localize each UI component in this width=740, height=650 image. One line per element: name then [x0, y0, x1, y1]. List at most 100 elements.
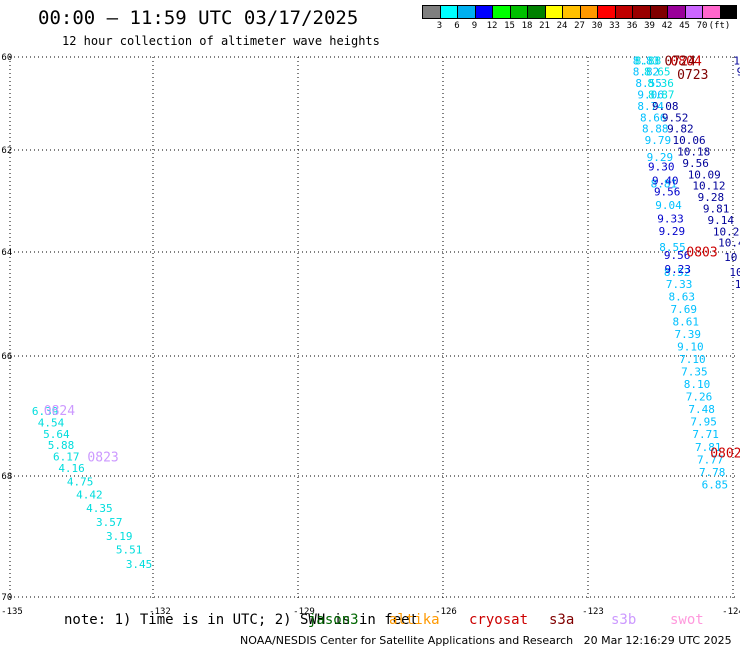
colorbar-label: 39: [644, 21, 655, 31]
chart-subtitle: 12 hour collection of altimeter wave hei…: [62, 34, 380, 48]
wave-height-value: 7.10: [679, 353, 706, 366]
pass-time-label: 0802: [710, 446, 740, 461]
colorbar-swatch: [667, 5, 685, 19]
x-tick-label: -135: [1, 607, 23, 617]
colorbar-swatch: [632, 5, 650, 19]
colorbar-label: 6: [454, 21, 460, 31]
colorbar-label: 18: [521, 21, 533, 31]
wave-height-value: 9.23: [665, 263, 692, 276]
colorbar-swatch: [649, 5, 667, 19]
wave-height-value: 4.16: [58, 462, 85, 475]
wave-height-value: 7.26: [686, 390, 713, 403]
colorbar-swatch: [509, 5, 527, 19]
x-tick-label: -123: [582, 607, 604, 617]
wave-height-value: 10.18: [677, 145, 710, 158]
y-tick-label: -70: [0, 593, 12, 603]
wave-height-value: 9.52: [662, 111, 689, 124]
y-tick-label: -60: [0, 53, 12, 63]
wave-height-value: 7.35: [681, 365, 708, 378]
colorbar-swatch: [562, 5, 580, 19]
wave-height-value: 8.55: [659, 241, 686, 254]
wave-height-value: 7.33: [666, 278, 693, 291]
colorbar-swatch: [597, 5, 615, 19]
colorbar-label: (ft): [708, 21, 731, 31]
x-tick-label: -126: [435, 607, 457, 617]
wave-height-value: 9.28: [698, 191, 725, 204]
wave-height-value: 9.79: [645, 134, 672, 147]
pass-time-label: 0804: [670, 54, 701, 69]
wave-height-value: 7.95: [690, 415, 717, 428]
y-tick-label: -64: [0, 248, 12, 258]
colorbar-label: 27: [574, 21, 585, 31]
wave-height-value: 7.78: [699, 466, 726, 479]
footnote: note: 1) Time is in UTC; 2) SWH is in fe…: [64, 612, 419, 628]
colorbar-label: 33: [609, 21, 620, 31]
wave-height-value: 7.48: [688, 403, 715, 416]
wave-height-value: 3.57: [96, 516, 123, 529]
wave-height-value: 10.55: [733, 54, 740, 67]
colorbar-label: 70: [696, 21, 708, 31]
colorbar-swatch: [614, 5, 632, 19]
colorbar-label: 24: [556, 21, 568, 31]
pass-time-label: 0823: [87, 451, 118, 466]
wave-height-value: 9.04: [655, 199, 682, 212]
credit-line: NOAA/NESDIS Center for Satellite Applica…: [240, 634, 732, 647]
colorbar: [422, 5, 737, 19]
wave-height-value: 8.81: [651, 178, 678, 191]
wave-height-value: 7.71: [692, 428, 719, 441]
wave-height-value: 9.56: [664, 249, 691, 262]
colorbar-swatch: [702, 5, 720, 19]
grid-lines: [9, 56, 738, 600]
pass-time-label: 0824: [44, 404, 75, 419]
wave-height-value: 8.82: [633, 66, 660, 79]
wave-height-value: 10.96: [735, 278, 740, 291]
wave-height-value: 9.81: [703, 202, 730, 215]
wave-height-value: 10.06: [672, 134, 705, 147]
wave-height-value: 9.10: [677, 340, 704, 353]
legend-item-swot: swot: [670, 612, 704, 628]
colorbar-swatch: [579, 5, 597, 19]
wave-height-value: 4.35: [86, 502, 113, 515]
wave-height-value: 5.64: [43, 428, 70, 441]
colorbar-swatch: [422, 5, 440, 19]
legend-item-s3b: s3b: [611, 612, 637, 628]
wave-height-value: 8.65: [644, 66, 671, 79]
legend-item-s3a: s3a: [549, 612, 575, 628]
y-tick-label: -62: [0, 146, 12, 156]
wave-height-value: 5.88: [48, 439, 74, 452]
wave-height-value: 7.39: [674, 328, 701, 341]
colorbar-swatch: [474, 5, 492, 19]
colorbar-label: 42: [661, 21, 673, 31]
colorbar-swatch: [719, 5, 737, 19]
wave-height-value: 9.30: [648, 161, 675, 174]
wave-height-value: 8.52: [664, 266, 691, 279]
wave-height-value: 8.63: [669, 290, 696, 303]
colorbar-label: 21: [539, 21, 550, 31]
wave-height-value: 9.82: [667, 123, 694, 136]
wave-height-value: 6.17: [53, 451, 80, 464]
colorbar-label: 45: [679, 21, 690, 31]
colorbar-swatch: [527, 5, 545, 19]
wave-height-value: 6.39: [32, 405, 59, 418]
wave-height-value: 3.45: [126, 558, 152, 571]
wave-height-value: 10.12: [692, 180, 725, 193]
x-tick-label: -132: [149, 607, 171, 617]
wave-height-value: 8.36: [647, 77, 674, 90]
legend-item-altika: altika: [389, 612, 440, 628]
wave-height-value: 4.75: [67, 476, 94, 489]
wave-height-value: 6.85: [702, 478, 729, 491]
wave-height-value: 10.48: [718, 237, 740, 250]
wave-height-values: 8.838.828.559.068.748.668.889.799.298.81…: [32, 54, 740, 571]
wave-height-value: 8.66: [640, 111, 667, 124]
wave-height-value: 7.81: [695, 441, 722, 454]
pass-time-label: 0724: [665, 54, 696, 69]
x-tick-label: -124: [722, 607, 740, 617]
wave-height-value: 9.29: [647, 151, 674, 164]
wave-height-value: 10.35: [724, 251, 740, 264]
x-tick-label: -129: [293, 607, 315, 617]
wave-height-value: 9.33: [657, 212, 684, 225]
colorbar-swatch: [544, 5, 562, 19]
wave-height-value: 10.09: [688, 168, 721, 181]
wave-height-value: 9.14: [708, 214, 735, 227]
